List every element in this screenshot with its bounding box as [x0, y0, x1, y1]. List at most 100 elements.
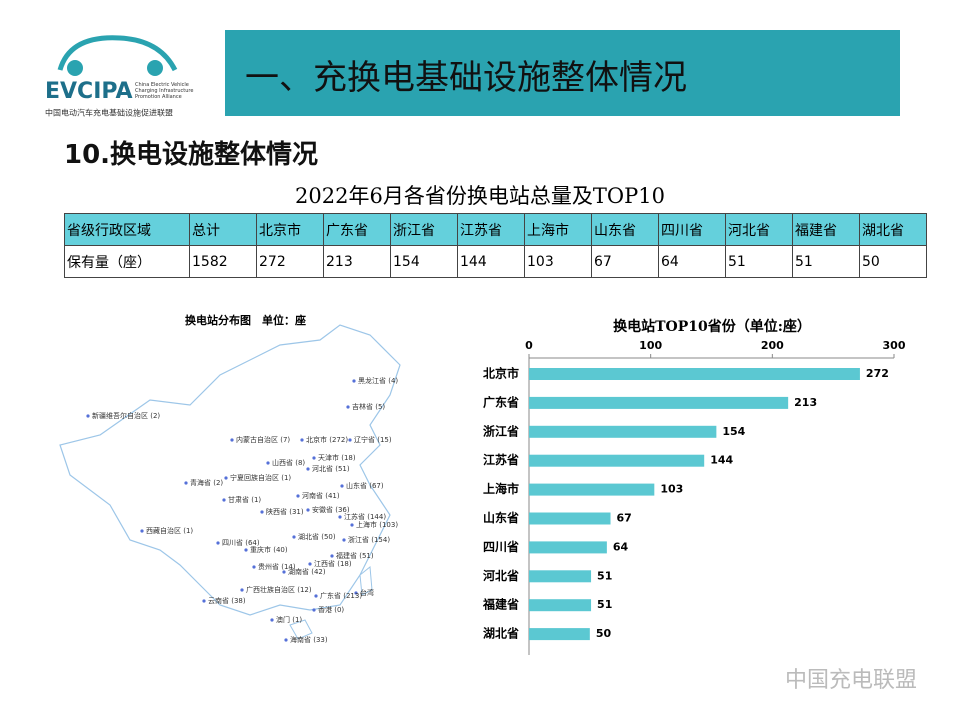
- map-dot: [306, 508, 310, 512]
- map-dot: [270, 618, 274, 622]
- map-label: 安徽省 (36): [312, 505, 350, 514]
- map-dot: [306, 467, 310, 471]
- bar: [529, 541, 607, 554]
- map-dot: [292, 535, 296, 539]
- map-dot: [312, 456, 316, 460]
- value-label: 144: [710, 454, 733, 467]
- y-tick-label: 北京市: [483, 366, 519, 381]
- y-tick-label: 江苏省: [483, 452, 519, 467]
- bar: [529, 628, 590, 641]
- y-tick-label: 湖北省: [483, 626, 519, 641]
- map-dot: [224, 476, 228, 480]
- map-label: 云南省 (38): [208, 596, 246, 605]
- map-label: 江西省 (18): [314, 559, 352, 568]
- map-label: 河北省 (51): [312, 464, 350, 473]
- map-label: 海南省 (33): [290, 635, 328, 644]
- y-tick-label: 四川省: [483, 539, 519, 554]
- map-label: 重庆市 (40): [250, 545, 288, 554]
- bar: [529, 512, 611, 525]
- map-dot: [86, 414, 90, 418]
- table-cell: 213: [323, 245, 391, 278]
- map-dot: [352, 379, 356, 383]
- y-tick-label: 山东省: [483, 510, 519, 525]
- header-bar: 一、充换电基础设施整体情况: [225, 30, 900, 116]
- chart-title: 换电站TOP10省份（单位:座）: [613, 318, 811, 335]
- table-cell: 湖北省: [859, 213, 927, 246]
- y-tick-label: 上海市: [483, 481, 519, 496]
- map-label: 青海省 (2): [190, 478, 223, 487]
- table-title: 2022年6月各省份换电站总量及TOP10: [295, 184, 665, 208]
- map-label: 山东省 (67): [346, 481, 384, 490]
- map-dot: [282, 570, 286, 574]
- bar: [529, 570, 592, 583]
- map-label: 河南省 (41): [302, 491, 340, 500]
- map-dot: [350, 523, 354, 527]
- map-label: 浙江省 (154): [348, 535, 390, 544]
- map-label: 上海市 (103): [356, 520, 398, 529]
- table-cell: 山东省: [591, 213, 659, 246]
- map-dot: [308, 562, 312, 566]
- map-dot: [346, 405, 350, 409]
- table-row: 省级行政区域 总计 北京市 广东省 浙江省 江苏省 上海市 山东省 四川省 河北省 福建省 湖北省: [64, 213, 927, 246]
- value-label: 50: [596, 627, 612, 640]
- table-cell: 64: [658, 245, 726, 278]
- x-tick-label: 0: [525, 339, 533, 352]
- table-cell: 广东省: [323, 213, 391, 246]
- map-dot: [252, 565, 256, 569]
- map-dot: [296, 494, 300, 498]
- map: 换电站分布图 单位：座 黑龙江省 (4) 吉林省 (5) 新疆维吾尔自治区 (2) 内…: [59, 313, 401, 644]
- table-cell: 保有量（座）: [64, 245, 190, 278]
- map-dot: [222, 498, 226, 502]
- map-dot: [260, 510, 264, 514]
- map-dot: [314, 594, 318, 598]
- map-dot: [140, 529, 144, 533]
- map-dot: [266, 461, 270, 465]
- bar: [529, 368, 860, 380]
- value-label: 64: [613, 540, 629, 553]
- table-cell: 江苏省: [457, 213, 525, 246]
- map-dot: [184, 481, 188, 485]
- map-label: 内蒙古自治区 (7): [236, 435, 290, 444]
- map-label: 香港 (0): [318, 605, 344, 614]
- value-label: 154: [722, 425, 745, 438]
- table-cell: 50: [859, 245, 927, 278]
- table-cell: 福建省: [792, 213, 860, 246]
- y-tick-label: 浙江省: [483, 423, 519, 438]
- map-label: 福建省 (51): [336, 551, 374, 560]
- bar: [529, 454, 705, 467]
- table-cell: 154: [390, 245, 458, 278]
- map-dot: [348, 438, 352, 442]
- map-dot: [354, 591, 358, 595]
- map-dot: [284, 638, 288, 642]
- map-dot: [240, 588, 244, 592]
- bar: [529, 396, 789, 409]
- map-label: 广东省 (213): [320, 591, 362, 600]
- map-label: 陕西省 (31): [266, 507, 304, 516]
- map-label: 吉林省 (5): [352, 402, 385, 411]
- value-label: 213: [794, 396, 817, 409]
- table-cell: 省级行政区域: [64, 213, 190, 246]
- value-label: 51: [597, 598, 612, 611]
- map-dot: [230, 438, 234, 442]
- map-dot: [244, 548, 248, 552]
- map-label: 黑龙江省 (4): [358, 376, 398, 385]
- map-dot: [300, 438, 304, 442]
- table: 省级行政区域 总计 北京市 广东省 浙江省 江苏省 上海市 山东省 四川省 河北省 福建省 湖北省 保有…: [64, 213, 927, 278]
- map-label: 广西壮族自治区 (12): [246, 585, 312, 594]
- y-tick-label: 福建省: [482, 597, 519, 612]
- table-cell: 北京市: [256, 213, 324, 246]
- map-label: 辽宁省 (15): [354, 435, 392, 444]
- value-label: 272: [866, 367, 889, 380]
- table-cell: 1582: [189, 245, 257, 278]
- table-cell: 144: [457, 245, 525, 278]
- table-cell: 河北省: [725, 213, 793, 246]
- y-tick-label: 河北省: [482, 568, 519, 583]
- logo-name: EVCIPA: [45, 79, 133, 104]
- bar: [529, 425, 717, 438]
- map-dot: [312, 608, 316, 612]
- bar: [529, 599, 592, 612]
- map-label: 台湾: [360, 588, 374, 597]
- table-cell: 51: [725, 245, 793, 278]
- table-cell: 272: [256, 245, 324, 278]
